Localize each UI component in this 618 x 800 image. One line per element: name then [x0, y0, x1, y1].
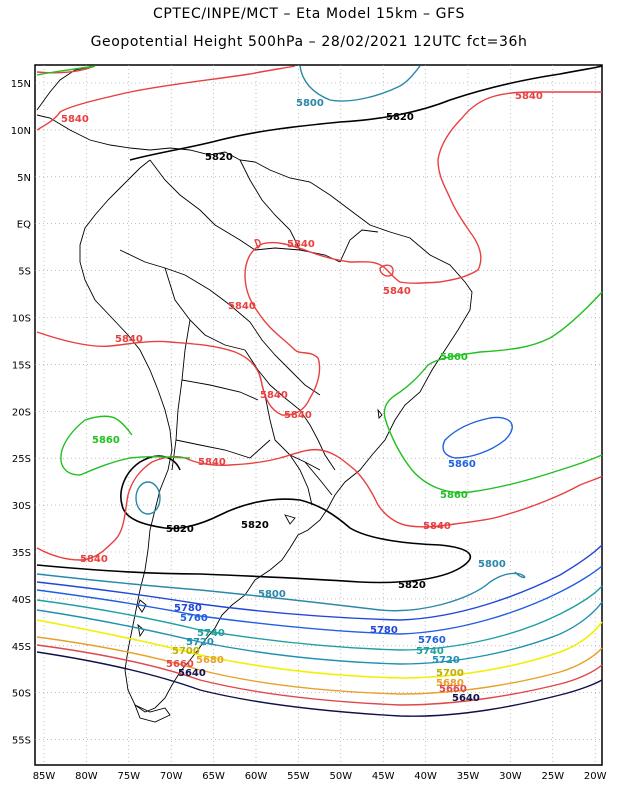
contour-5840 — [36, 65, 603, 561]
label-5820-north: 5820 — [386, 112, 414, 123]
lat-tick-label: EQ — [17, 220, 31, 231]
label-5860-east: 5860 — [440, 352, 468, 363]
lat-lon-grid — [35, 65, 602, 765]
contour-5640 — [36, 651, 603, 717]
lat-tick-label: 30S — [12, 501, 31, 512]
label-5640-west: 5640 — [178, 668, 206, 679]
label-5820-south: 5820 — [398, 580, 426, 591]
label-5840-central-1: 5840 — [260, 390, 288, 401]
lon-tick-label: 40W — [414, 771, 437, 782]
contour-5800 — [36, 65, 526, 612]
label-5680-west: 5680 — [196, 655, 224, 666]
lon-tick-label: 25W — [541, 771, 564, 782]
lat-tick-label: 10N — [11, 126, 31, 137]
contour-5880 — [442, 416, 513, 459]
lon-tick-label: 30W — [499, 771, 522, 782]
contour-5780 — [36, 544, 603, 621]
contour-5680 — [36, 636, 603, 695]
lat-tick-label: 40S — [12, 595, 31, 606]
lat-tick-label: 5S — [18, 267, 31, 278]
label-5840-amazon: 5840 — [287, 239, 315, 250]
contour-5660 — [36, 644, 603, 706]
label-5820-venezuela: 5820 — [205, 152, 233, 163]
label-5840-pacific: 5840 — [115, 334, 143, 345]
label-5720-west: 5720 — [186, 637, 214, 648]
label-5760-east: 5760 — [418, 635, 446, 646]
lat-tick-label: 45S — [12, 642, 31, 653]
contour-5740 — [36, 585, 603, 651]
lat-tick-label: 15N — [11, 79, 31, 90]
lat-tick-label: 10S — [12, 314, 31, 325]
label-5740-west: 5740 — [197, 628, 225, 639]
map-frame — [34, 64, 603, 766]
contour-5760 — [36, 565, 603, 635]
label-5800-atlantic: 5800 — [478, 559, 506, 570]
contour-5860 — [36, 65, 603, 494]
label-5860-south: 5860 — [440, 490, 468, 501]
label-5660-west: 5660 — [166, 659, 194, 670]
lat-tick-label: 5N — [17, 173, 31, 184]
label-5840-ne-brazil: 5840 — [383, 286, 411, 297]
lon-tick-label: 35W — [457, 771, 480, 782]
label-5780-west: 5780 — [174, 603, 202, 614]
lat-tick-label: 50S — [12, 689, 31, 700]
lon-tick-label: 85W — [33, 771, 56, 782]
label-5700-west: 5700 — [172, 646, 200, 657]
label-5680-east: 5680 — [436, 678, 464, 689]
label-5840-northwest: 5840 — [61, 114, 89, 125]
lat-tick-label: 20S — [12, 407, 31, 418]
axis-ticks: 15N 10N 5N EQ 5S 10S 15S 20S 25S 30S 35S 40S 45S 50S 5… — [11, 79, 607, 782]
lon-tick-label: 55W — [287, 771, 310, 782]
lon-tick-label: 60W — [245, 771, 268, 782]
lon-tick-label: 20W — [584, 771, 607, 782]
lon-tick-label: 75W — [117, 771, 140, 782]
map-title-line-1: CPTEC/INPE/MCT – Eta Model 15km – GFS — [152, 6, 466, 22]
label-5820-argentina: 5820 — [241, 520, 269, 531]
label-5700-east: 5700 — [436, 668, 464, 679]
contour-labels: 5800 5820 5820 5840 5840 5840 5840 5840 … — [61, 91, 543, 704]
label-5800-south: 5800 — [258, 589, 286, 600]
label-5660-east: 5660 — [439, 684, 467, 695]
label-5840-central-2: 5840 — [284, 410, 312, 421]
label-5640-east: 5640 — [452, 693, 480, 704]
label-5840-chaco: 5840 — [198, 457, 226, 468]
label-5780-east: 5780 — [370, 625, 398, 636]
label-5880: 5860 — [448, 459, 476, 470]
contour-5700 — [36, 619, 603, 679]
label-5840-northeast: 5840 — [515, 91, 543, 102]
lat-tick-label: 35S — [12, 548, 31, 559]
lon-tick-label: 80W — [75, 771, 98, 782]
lon-tick-label: 50W — [329, 771, 352, 782]
contour-5720 — [36, 601, 603, 665]
lat-tick-label: 55S — [12, 736, 31, 747]
label-5840-southwest: 5840 — [80, 554, 108, 565]
lon-tick-label: 70W — [160, 771, 183, 782]
label-5820-chile: 5820 — [166, 524, 194, 535]
label-5860-west: 5860 — [92, 435, 120, 446]
coastline — [36, 65, 473, 723]
label-5740-east: 5740 — [416, 646, 444, 657]
lon-tick-label: 45W — [372, 771, 395, 782]
label-5720-east: 5720 — [432, 655, 460, 666]
map-title-line-2: Geopotential Height 500hPa – 28/02/2021 … — [90, 34, 528, 50]
label-5840-peru: 5840 — [228, 301, 256, 312]
label-5800-north: 5800 — [296, 98, 324, 109]
lat-tick-label: 25S — [12, 454, 31, 465]
contour-5820 — [36, 65, 603, 584]
label-5760-west: 5760 — [180, 613, 208, 624]
lat-tick-label: 15S — [12, 360, 31, 371]
lon-tick-label: 65W — [202, 771, 225, 782]
label-5840-atlantic: 5840 — [423, 521, 451, 532]
